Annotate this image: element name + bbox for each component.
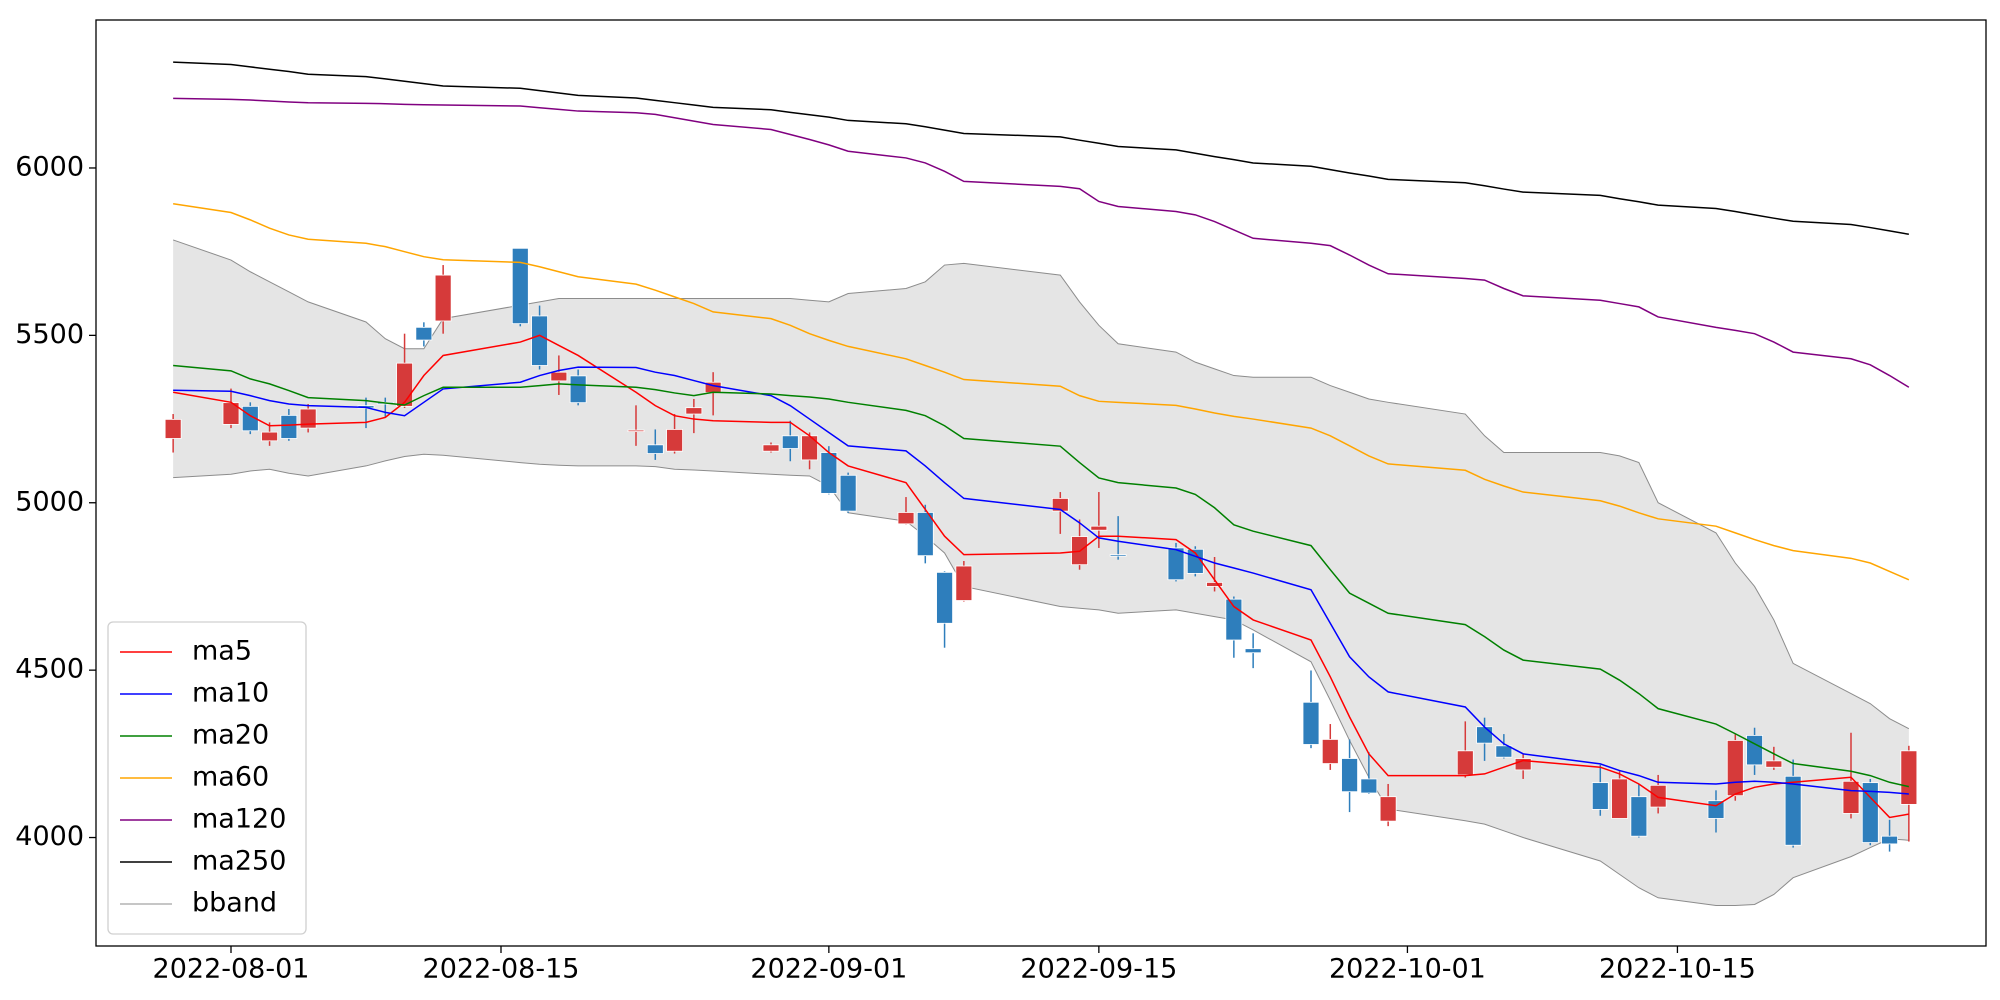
y-tick-label: 6000 xyxy=(15,151,84,182)
legend: ma5 ma10 ma20 ma60 ma120 ma250 bband xyxy=(107,621,307,935)
candle-body xyxy=(1842,780,1860,814)
candle-body xyxy=(897,512,915,525)
candle-body xyxy=(1649,784,1667,808)
candle-body xyxy=(1726,740,1744,797)
legend-box xyxy=(107,621,307,935)
ma-line xyxy=(173,61,1909,235)
band-upper xyxy=(172,239,1910,730)
y-tick-label: 4500 xyxy=(15,654,84,685)
candle-body xyxy=(511,247,529,325)
candle-body xyxy=(1881,835,1898,845)
x-tick-label: 2022-09-01 xyxy=(750,954,907,985)
candle-body xyxy=(1244,648,1262,654)
candle-body xyxy=(434,274,452,322)
ma-line xyxy=(173,97,1910,388)
candle-body xyxy=(1109,554,1127,557)
candle-body xyxy=(762,444,780,452)
candle-body xyxy=(1707,800,1725,819)
candle-body xyxy=(839,474,857,512)
candle-body xyxy=(1360,778,1378,794)
candle-body xyxy=(569,375,587,404)
ma-line xyxy=(173,364,1910,788)
candle-body xyxy=(1167,547,1185,581)
candle-body xyxy=(550,371,568,382)
candle-body xyxy=(1591,782,1609,810)
candle-body xyxy=(685,407,703,415)
x-tick-label: 2022-08-01 xyxy=(153,954,310,985)
candle-body xyxy=(164,418,182,439)
candle-body xyxy=(820,452,838,494)
band-area xyxy=(173,239,1909,906)
x-tick-label: 2022-10-15 xyxy=(1599,954,1756,985)
x-tick-label: 2022-08-15 xyxy=(423,954,580,985)
candle-body xyxy=(1476,726,1493,744)
candle-body xyxy=(1784,775,1802,846)
candle-body xyxy=(1051,497,1069,512)
legend-label: ma10 xyxy=(192,678,269,709)
candle-body xyxy=(1765,760,1783,768)
candle-body xyxy=(1090,525,1108,531)
candle-body xyxy=(955,565,973,601)
candle-body xyxy=(1379,796,1397,822)
candle-body xyxy=(801,435,818,461)
candle-body xyxy=(280,414,298,439)
candle-body xyxy=(1341,758,1358,793)
ma-line xyxy=(173,334,1909,819)
y-tick-label: 4000 xyxy=(15,821,84,852)
y-tick-label: 5000 xyxy=(15,486,84,517)
ma-line xyxy=(173,366,1909,795)
candle-body xyxy=(1302,701,1320,745)
candle-body xyxy=(1611,778,1628,819)
candle-body xyxy=(1206,582,1223,587)
ma-line xyxy=(173,203,1910,581)
candle-body xyxy=(936,571,953,624)
candle-body xyxy=(396,362,413,407)
candle-body xyxy=(627,429,645,433)
band-lower xyxy=(173,453,1909,906)
candle-body xyxy=(1630,796,1648,837)
candle-body xyxy=(1861,782,1879,843)
x-tick-label: 2022-09-15 xyxy=(1020,954,1177,985)
x-tick-label: 2022-10-01 xyxy=(1329,954,1486,985)
candle-body xyxy=(1514,758,1532,771)
candle-body xyxy=(646,444,664,454)
legend-label: ma120 xyxy=(192,804,286,835)
candle-body xyxy=(666,429,683,452)
candle-body xyxy=(261,431,278,442)
legend-label: bband xyxy=(192,888,277,919)
candle-body xyxy=(531,315,548,366)
candle-body xyxy=(415,326,433,341)
legend-label: ma20 xyxy=(192,720,269,751)
candle-body xyxy=(1900,750,1918,805)
legend-label: ma250 xyxy=(192,846,286,877)
candle-body xyxy=(299,408,317,429)
legend-label: ma5 xyxy=(192,636,252,667)
candle-body xyxy=(1495,745,1513,758)
legend-label: ma60 xyxy=(192,762,269,793)
candle-body xyxy=(1456,750,1474,776)
plot-frame xyxy=(95,19,1987,947)
candle-body xyxy=(1746,735,1763,766)
y-tick-label: 5500 xyxy=(15,319,84,350)
candle-body xyxy=(916,512,934,557)
candle-body xyxy=(1321,739,1339,764)
candle-body xyxy=(781,435,799,449)
